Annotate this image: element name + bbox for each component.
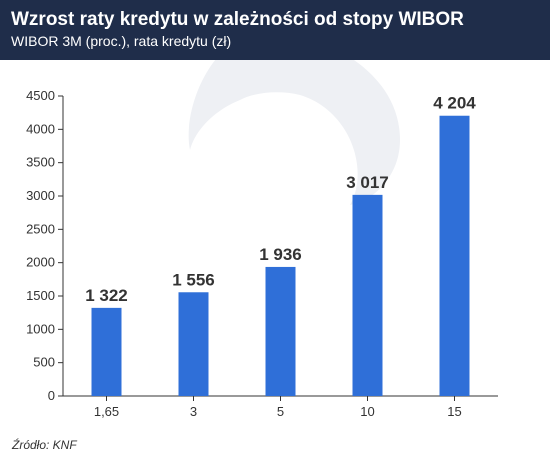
bar-value-label: 1 322	[85, 286, 128, 305]
y-tick-label: 1000	[26, 321, 55, 336]
y-tick-label: 2000	[26, 255, 55, 270]
source-note: Źródło: KNF	[12, 438, 77, 452]
bar	[352, 194, 383, 396]
watermark-decoration	[188, 30, 400, 205]
y-tick-label: 0	[48, 388, 55, 403]
bar-value-label: 3 017	[346, 173, 389, 192]
bar	[178, 292, 209, 396]
bar-value-label: 1 556	[172, 270, 215, 289]
value-labels: 1 322 1 556 1 936 3 017 4 204	[85, 94, 476, 305]
chart-header: Wzrost raty kredytu w zależności od stop…	[0, 0, 550, 60]
y-tick-label: 2500	[26, 221, 55, 236]
y-tick-label: 3500	[26, 155, 55, 170]
x-tick-label: 1,65	[94, 404, 119, 419]
bar-value-label: 4 204	[433, 94, 476, 113]
bars	[91, 115, 470, 396]
chart-subtitle: WIBOR 3M (proc.), rata kredytu (zł)	[11, 33, 232, 49]
y-tick-label: 3000	[26, 188, 55, 203]
y-tick-label: 500	[33, 355, 55, 370]
y-tick-label: 4500	[26, 88, 55, 103]
chart-title: Wzrost raty kredytu w zależności od stop…	[11, 9, 464, 30]
y-tick-label: 1500	[26, 288, 55, 303]
x-tick-label: 15	[447, 404, 461, 419]
bar	[265, 266, 296, 396]
y-tick-label: 4000	[26, 121, 55, 136]
x-tick-label: 10	[360, 404, 374, 419]
bar	[91, 307, 122, 396]
x-tick-label: 5	[277, 404, 284, 419]
bar	[439, 115, 470, 396]
axes: 0 500 1000 1500 2000 2500 3000 3500 4000 4500 1,65…	[26, 88, 498, 419]
bar-value-label: 1 936	[259, 245, 302, 264]
x-tick-label: 3	[190, 404, 197, 419]
